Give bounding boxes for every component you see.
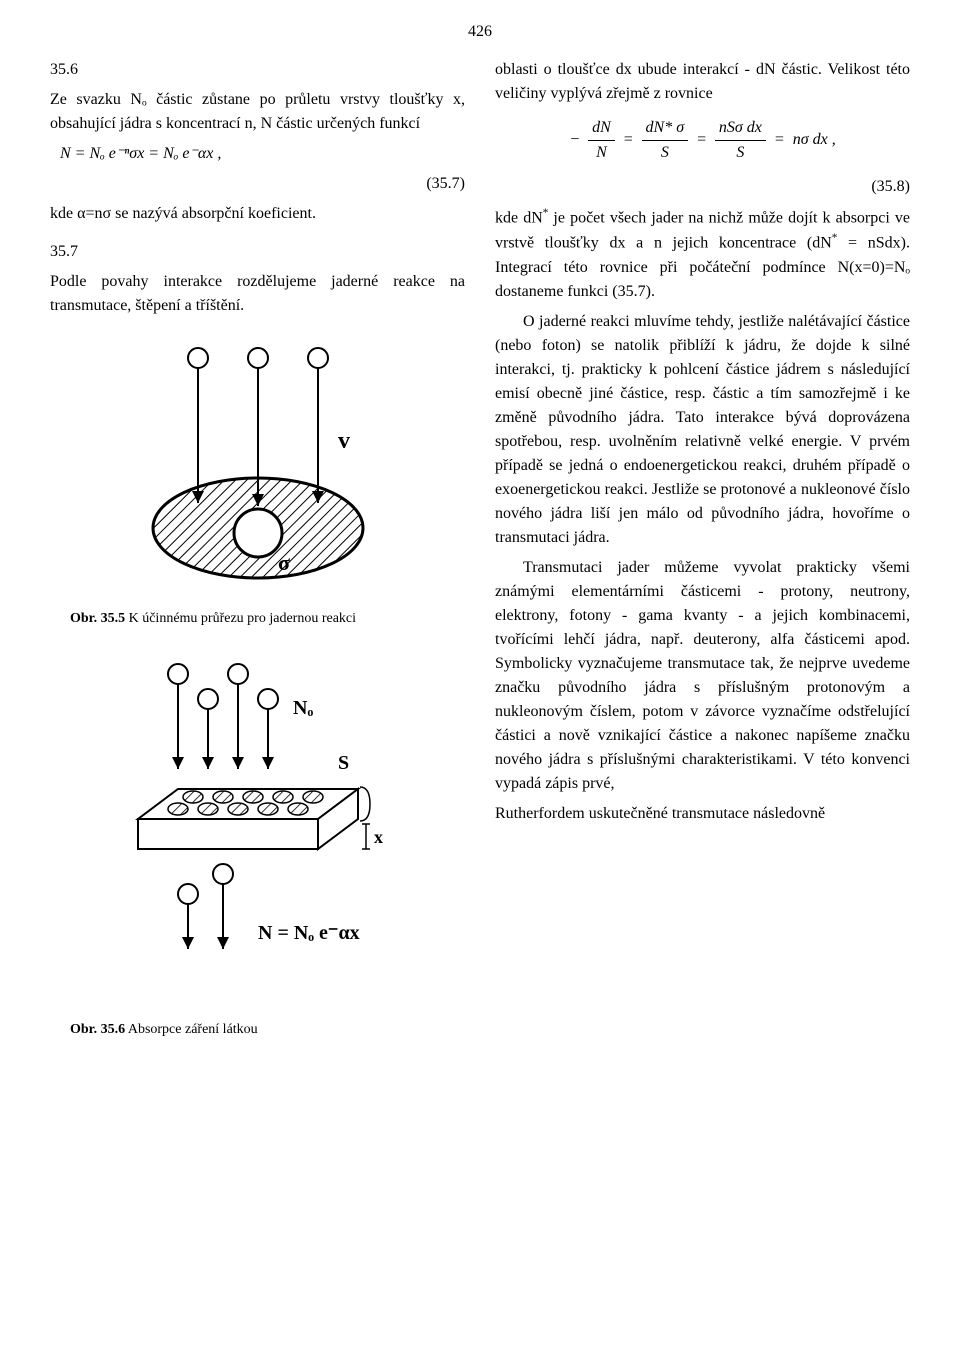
figure-35-6: Nₒ [50,649,465,979]
figure-35-5: v σ [50,338,465,598]
section-35-7-heading: 35.7 [50,240,465,264]
figure-35-5-caption-text: K účinnému průřezu pro jadernou reakci [125,611,356,626]
eq358-lhs-num: dN [588,116,615,141]
fig356-label-s: S [338,752,349,774]
figure-35-5-caption: Obr. 35.5 K účinnému průřezu pro jaderno… [70,608,445,629]
fig356-label-no: Nₒ [293,697,313,719]
equation-35-8: − dN N = dN* σ S = nSσ dx S = nσ dx , [495,116,910,165]
equation-35-7-tag: (35.7) [426,172,465,196]
eq358-lhs-den: N [588,141,615,165]
fig355-label-sigma: σ [278,550,290,575]
right-p2a: kde dN [495,209,543,226]
figure-35-6-caption-text: Absorpce záření látkou [125,1022,258,1037]
eq358-mid1-den: S [642,141,689,165]
equation-35-7-formula: N = Nₒ e⁻ⁿσx = Nₒ e⁻αx , [50,142,465,166]
eq358-mid2-num: nSσ dx [715,116,766,141]
section-35-6-heading: 35.6 [50,58,465,82]
figure-35-6-svg: Nₒ [108,649,408,979]
eq358-rhs: nσ dx , [793,131,836,148]
right-p3: O jaderné reakci mluvíme tehdy, jestliže… [495,310,910,550]
section-35-6-paragraph: Ze svazku Nₒ částic zůstane po průletu v… [50,88,465,136]
absorption-coefficient-text: kde α=nσ se nazývá absorpční koeficient. [50,202,465,226]
fig355-label-v: v [338,428,350,454]
incoming-particles [168,664,278,769]
equation-35-7-tagline: (35.7) [50,172,465,196]
right-p1: oblasti o tloušťce dx ubude interakcí - … [495,58,910,106]
fig356-label-x: x [374,827,383,847]
fig356-label-eq: N = Nₒ e⁻αx [258,922,360,944]
figure-35-6-caption: Obr. 35.6 Absorpce záření látkou [70,1019,890,1040]
right-p2: kde dN* je počet všech jader na nichž mů… [495,205,910,304]
eq358-mid1-num: dN* σ [642,116,689,141]
left-column: 35.6 Ze svazku Nₒ částic zůstane po průl… [50,58,465,989]
slab [138,789,358,849]
figure-35-5-svg: v σ [128,338,388,598]
right-column: oblasti o tloušťce dx ubude interakcí - … [495,58,910,989]
section-35-7-paragraph: Podle povahy interakce rozdělujeme jader… [50,270,465,318]
two-column-layout: 35.6 Ze svazku Nₒ částic zůstane po průl… [50,58,910,989]
equation-35-7: N = Nₒ e⁻ⁿσx = Nₒ e⁻αx , [50,142,465,166]
equation-35-8-tagline: (35.8) [495,175,910,199]
right-p5: Rutherfordem uskutečněné transmutace nás… [495,802,910,826]
eq358-mid2-den: S [715,141,766,165]
equation-35-8-tag: (35.8) [871,175,910,199]
right-p4: Transmutaci jader můžeme vyvolat praktic… [495,556,910,796]
figure-35-5-caption-bold: Obr. 35.5 [70,611,125,626]
outgoing-particles [178,864,233,949]
figure-35-6-caption-bold: Obr. 35.6 [70,1022,125,1037]
page-number: 426 [50,20,910,44]
